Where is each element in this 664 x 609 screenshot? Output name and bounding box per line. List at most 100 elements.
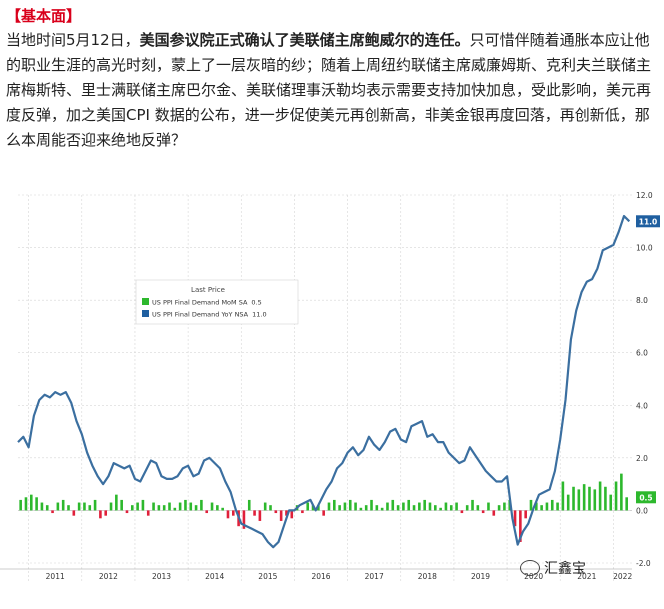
x-tick-label: 2018 (418, 572, 437, 581)
x-tick-label: 2020 (524, 572, 543, 581)
mom-bar (67, 505, 70, 511)
x-tick-label: 2021 (577, 572, 596, 581)
mom-bar (492, 510, 496, 516)
para-bold: 美国参议院正式确认了美联储主席鲍威尔的连任。 (139, 31, 470, 49)
mom-bar (449, 505, 453, 511)
mom-bar (343, 502, 347, 511)
mom-bar (226, 510, 230, 519)
y-axis: 12.0 10.0 8.0 6.0 4.0 2.0 0.0 -2.0 (636, 191, 653, 568)
last-label-mom: 0.5 (639, 493, 652, 502)
mom-bar (418, 502, 421, 511)
mom-bar (556, 502, 559, 511)
mom-bar (407, 499, 411, 511)
mom-bar (104, 510, 108, 516)
x-tick-label: 2012 (99, 572, 118, 581)
yoy-line (17, 214, 631, 549)
y-tick-label: 0.0 (636, 506, 648, 515)
x-tick-label: 2013 (152, 572, 171, 581)
last-label-yoy-box (636, 215, 660, 228)
mom-bar (524, 510, 527, 519)
mom-bar (120, 499, 123, 511)
mom-bar (317, 505, 320, 511)
mom-bar (45, 505, 49, 511)
mom-bar (444, 502, 448, 511)
mom-bar (540, 505, 543, 511)
mom-bar (455, 502, 458, 511)
mom-bar (19, 499, 22, 511)
mom-bar (263, 502, 267, 511)
legend-entry-mom: US PPI Final Demand MoM SA 0.5 (152, 299, 262, 307)
mom-bar (620, 473, 623, 511)
mom-bar (141, 499, 145, 511)
article-paragraph: 当地时间5月12日，美国参议院正式确认了美联储主席鲍威尔的连任。只可惜伴随着通胀… (6, 28, 662, 153)
mom-bar (279, 510, 283, 521)
mom-bar (460, 510, 464, 514)
mom-bar (168, 502, 171, 511)
mom-bar (93, 499, 97, 511)
mom-bar (338, 505, 341, 511)
mom-bar (577, 489, 581, 511)
mom-bar (359, 507, 363, 511)
mom-bar (481, 510, 485, 514)
mom-bar (423, 499, 426, 511)
section-heading: 【基本面】 (6, 7, 82, 25)
mom-bar (428, 502, 432, 511)
mom-bar (269, 505, 272, 511)
mom-bar (99, 510, 102, 519)
mom-bar (412, 505, 416, 511)
yoy-line-group (17, 214, 631, 549)
mom-bar (370, 499, 373, 511)
legend-swatch-mom (142, 298, 149, 305)
mom-bar (348, 499, 352, 511)
mom-bar (465, 505, 469, 511)
mom-bar (130, 505, 134, 511)
mom-bar (29, 494, 33, 511)
legend-swatch-yoy (142, 310, 149, 317)
mom-bar (513, 510, 517, 527)
mom-bar (333, 499, 336, 511)
mom-bar (200, 499, 203, 511)
mom-bar (77, 502, 81, 511)
mom-bar (290, 510, 294, 519)
mom-bar (83, 502, 86, 511)
mom-bar (72, 510, 76, 516)
last-label-yoy: 11.0 (639, 217, 658, 226)
mom-bar (88, 505, 92, 511)
y-tick-label: -2.0 (636, 559, 651, 568)
legend-title: Last Price (191, 286, 225, 294)
mom-bar (51, 510, 54, 514)
wechat-icon (520, 560, 540, 576)
legend-entry-yoy-value: 11.0 (252, 311, 266, 319)
y-tick-label: 10.0 (636, 244, 653, 253)
mom-bar (535, 502, 538, 511)
y-tick-label: 12.0 (636, 191, 653, 200)
mom-bar (609, 494, 613, 511)
mom-bar (375, 505, 379, 511)
mom-bar (216, 505, 219, 511)
chart-svg: 12.0 10.0 8.0 6.0 4.0 2.0 0.0 -2.0 2011 2012 2013… (0, 185, 664, 605)
mom-bar (136, 502, 139, 511)
watermark-text: 汇鑫宝 (544, 561, 586, 577)
para-rest: 只可惜伴随着通胀本应让他的职业生涯的高光时刻，蒙上了一层灰暗的纱；随着上周纽约联… (6, 31, 652, 149)
mom-bar (56, 502, 60, 511)
mom-bar (184, 499, 187, 511)
mom-bar (386, 502, 389, 511)
mom-bar (322, 510, 325, 516)
mom-bar (604, 486, 607, 511)
y-tick-label: 2.0 (636, 454, 648, 463)
legend-entry-mom-value: 0.5 (251, 299, 261, 307)
mom-bar (588, 486, 591, 511)
mom-bar (253, 510, 256, 516)
mom-bar (572, 486, 575, 511)
mom-bar (178, 502, 182, 511)
x-tick-label: 2019 (471, 572, 490, 581)
x-tick-label: 2022 (613, 572, 632, 581)
y-tick-label: 4.0 (636, 401, 648, 410)
ppi-chart: 12.0 10.0 8.0 6.0 4.0 2.0 0.0 -2.0 2011 2012 2013… (0, 185, 664, 605)
mom-bar (109, 502, 113, 511)
mom-bar (396, 505, 400, 511)
chart-background (0, 185, 664, 605)
mom-bar (614, 481, 618, 511)
y-tick-label: 6.0 (636, 349, 648, 358)
mom-bar (274, 510, 278, 514)
